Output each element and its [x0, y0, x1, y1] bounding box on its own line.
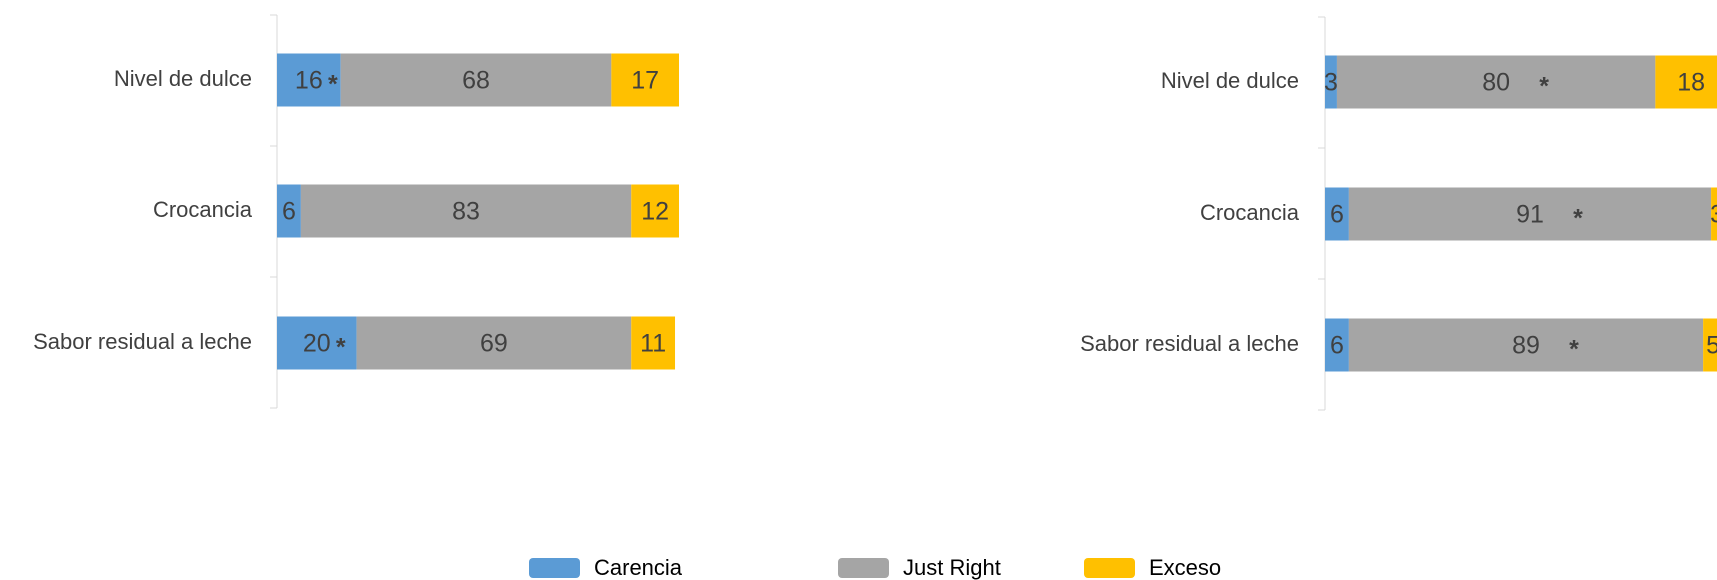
data-label: 17: [631, 67, 659, 95]
data-label: 5: [1706, 332, 1717, 360]
data-label: 11: [640, 330, 666, 358]
legend-label: Carencia: [594, 555, 683, 580]
bar-segment: [277, 184, 301, 238]
bar-segment: [340, 53, 612, 107]
left-axis: [270, 14, 278, 409]
category-label: Sabor residual a leche: [33, 329, 252, 354]
bar-segment: [1348, 187, 1712, 241]
significance-mark: *: [336, 334, 346, 362]
legend-label: Just Right: [903, 555, 1001, 580]
bar-segment: [1703, 318, 1717, 372]
significance-mark: *: [1539, 73, 1549, 101]
bar-segment: [1325, 187, 1349, 241]
data-label: 80: [1482, 69, 1510, 97]
bar-segment: [1655, 55, 1717, 109]
bar-segment: [631, 316, 676, 370]
data-label: 12: [641, 198, 669, 226]
category-label: Crocancia: [1200, 200, 1300, 225]
bar-segment: [1711, 187, 1717, 241]
legend-swatch: [838, 558, 889, 578]
data-label: 91: [1516, 201, 1544, 229]
legend-swatch: [1084, 558, 1135, 578]
bar-segment: [356, 316, 632, 370]
data-label: 69: [480, 330, 508, 358]
bar-segment: [631, 184, 679, 238]
data-label: 16: [295, 67, 323, 95]
category-label: Crocancia: [153, 197, 253, 222]
bar-segment: [1336, 55, 1656, 109]
data-label: 3: [1324, 69, 1338, 97]
bar-segment: [300, 184, 632, 238]
data-label: 20: [303, 330, 331, 358]
bar-segment: [1325, 318, 1349, 372]
data-label: 68: [462, 67, 490, 95]
category-label: Nivel de dulce: [1161, 68, 1299, 93]
bar-segment: [277, 53, 341, 107]
significance-mark: *: [1573, 205, 1583, 233]
significance-mark: *: [328, 71, 338, 99]
category-label: Nivel de dulce: [114, 66, 252, 91]
bar-segment: [611, 53, 679, 107]
data-label: 89: [1512, 332, 1540, 360]
legend-label: Exceso: [1149, 555, 1221, 580]
data-label: 6: [1330, 332, 1344, 360]
data-label: 18: [1677, 69, 1705, 97]
data-label: 6: [1330, 201, 1344, 229]
data-label: 6: [282, 198, 296, 226]
data-label: 3: [1710, 201, 1717, 229]
category-label: Sabor residual a leche: [1080, 331, 1299, 356]
bar-segment: [277, 316, 357, 370]
significance-mark: *: [1569, 336, 1579, 364]
bar-segment: [1325, 55, 1337, 109]
data-label: 83: [452, 198, 480, 226]
legend-swatch: [529, 558, 580, 578]
bar-segment: [1348, 318, 1704, 372]
